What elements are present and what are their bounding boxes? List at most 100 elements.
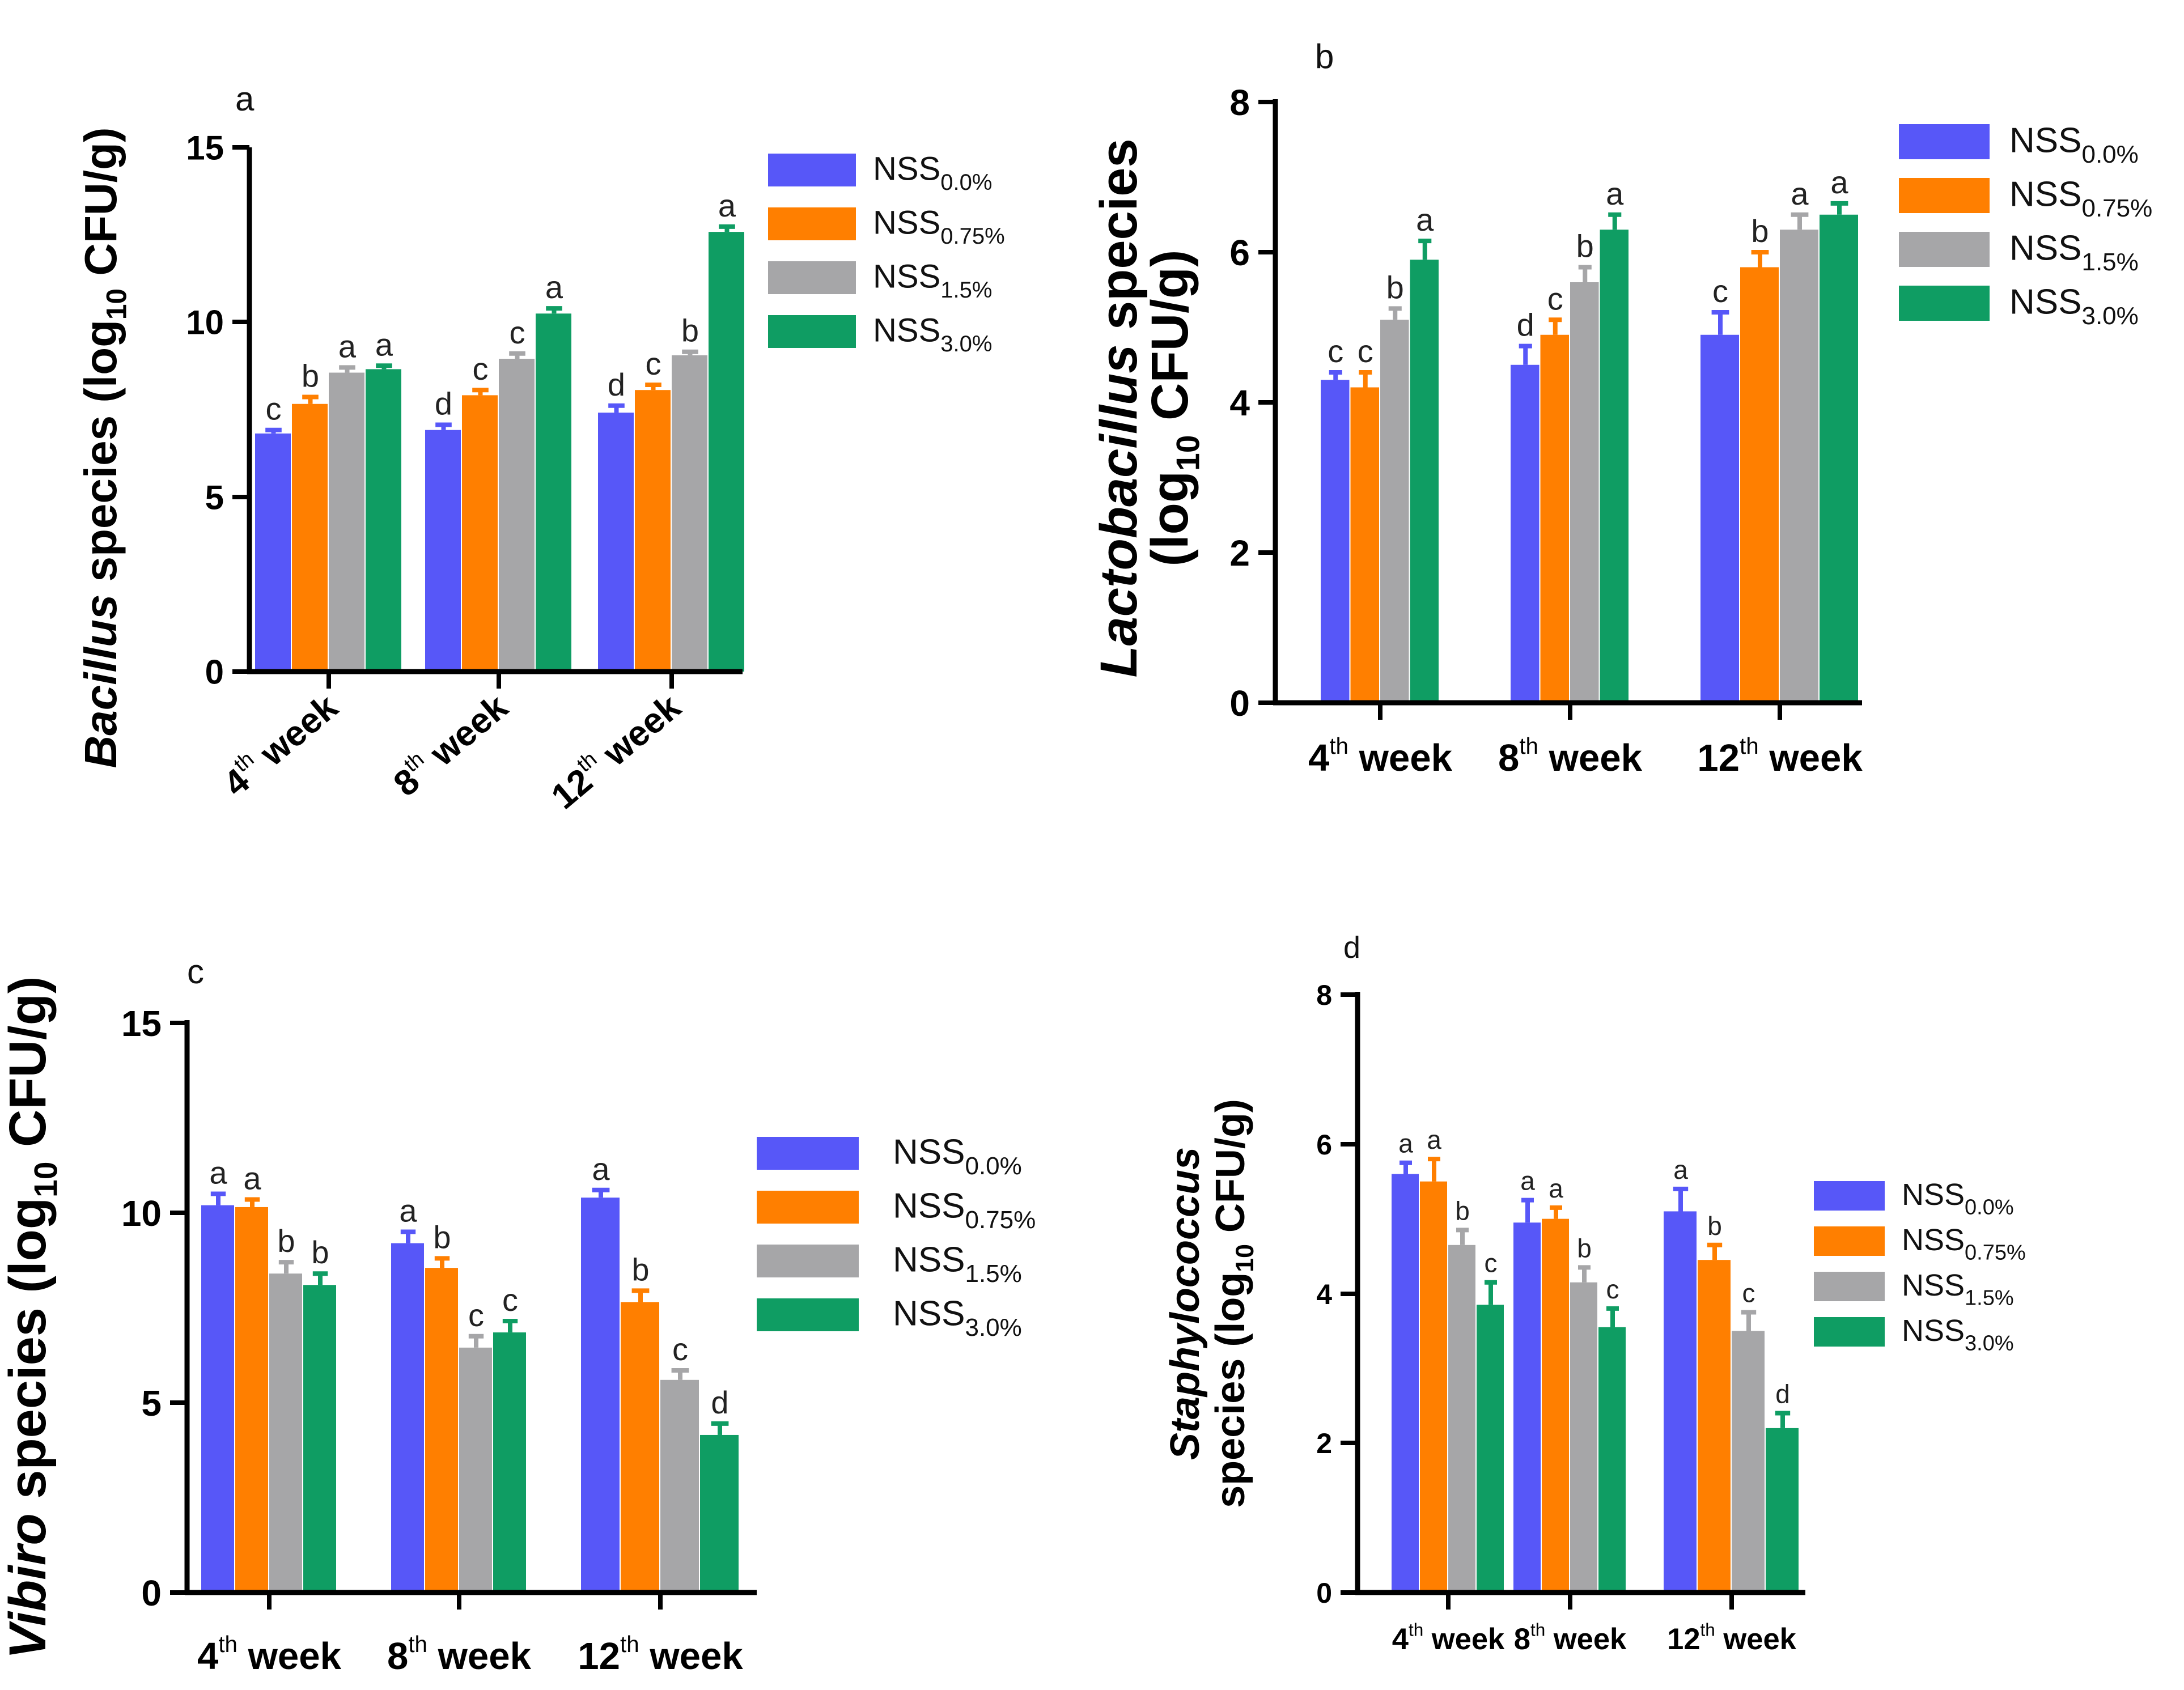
- panel-b-category-label: 12th week: [1697, 733, 1863, 779]
- panel-a-bar: [292, 404, 328, 672]
- panel-b-bar: [1540, 334, 1569, 703]
- panel-b-significance-letter: d: [1517, 307, 1534, 343]
- panel-d-significance-letter: b: [1707, 1211, 1722, 1241]
- panel-d-significance-letter: a: [1520, 1166, 1535, 1196]
- panel-c-legend-swatch: [757, 1298, 859, 1331]
- panel-b-significance-letter: b: [1386, 269, 1404, 305]
- panel-a-y-axis-title: Bacillus species (log10 CFU/g): [75, 128, 133, 768]
- panel-d-bar: [1732, 1331, 1765, 1593]
- panel-d-significance-letter: a: [1427, 1125, 1441, 1154]
- panel-b-category-label: 8th week: [1498, 733, 1643, 779]
- panel-c-significance-letter: a: [592, 1151, 610, 1187]
- panel-a-legend-entry: NSS3.0%: [873, 312, 992, 356]
- panel-b-y-tick-label: 6: [1229, 232, 1250, 273]
- panel-d-significance-letter: a: [1549, 1174, 1563, 1203]
- panel-b-category-label: 4th week: [1308, 733, 1453, 779]
- panel-d-legend-swatch: [1814, 1272, 1885, 1301]
- panel-c-bar: [391, 1243, 424, 1593]
- panel-b-legend-swatch: [1899, 232, 1990, 267]
- panel-b-legend-entry: NSS0.75%: [2009, 175, 2152, 223]
- panel-b-legend-entry: NSS1.5%: [2009, 229, 2139, 277]
- panel-c-significance-letter: a: [209, 1155, 227, 1191]
- panel-c-legend-entry: NSS0.0%: [893, 1133, 1022, 1181]
- panel-c-legend-entry: NSS1.5%: [893, 1241, 1022, 1288]
- panel-c-legend-entry: NSS0.75%: [893, 1187, 1036, 1234]
- panel-b-legend-swatch: [1899, 286, 1990, 321]
- panel-d-category-label: 4th week: [1392, 1619, 1505, 1656]
- panel-c-bar: [581, 1198, 620, 1593]
- panel-b-legend-swatch: [1899, 178, 1990, 213]
- panel-b-bar: [1600, 230, 1629, 703]
- panel-c-significance-letter: c: [468, 1297, 484, 1333]
- panel-a-significance-letter: b: [302, 358, 319, 393]
- panel-a-legend-entry: NSS0.75%: [873, 204, 1005, 248]
- panel-c-y-tick-label: 15: [121, 1003, 162, 1044]
- panel-d-bar: [1598, 1327, 1626, 1593]
- panel-c-bar: [660, 1379, 699, 1593]
- panel-a-legend-swatch: [768, 261, 856, 294]
- panel-d-bar: [1542, 1218, 1569, 1593]
- panel-c-y-axis-title: Vibiro species (log10 CFU/g): [0, 976, 64, 1659]
- panel-a-bar: [462, 395, 498, 672]
- panel-b-legend-entry: NSS0.0%: [2009, 121, 2139, 169]
- panel-a-y-tick-label: 10: [186, 304, 224, 342]
- panel-c-significance-letter: a: [243, 1161, 261, 1196]
- panel-c-label: c: [187, 953, 204, 991]
- panel-a-legend-swatch: [768, 315, 856, 348]
- panel-a-bar: [598, 413, 634, 672]
- panel-c-bar: [425, 1268, 458, 1593]
- panel-c-significance-letter: b: [277, 1223, 295, 1259]
- panel-d-bar: [1477, 1305, 1504, 1593]
- panel-d-y-axis-title-line2: species (log10 CFU/g): [1208, 1099, 1259, 1508]
- panel-b-legend-entry: NSS3.0%: [2009, 283, 2139, 330]
- panel-b-significance-letter: b: [1576, 228, 1594, 264]
- panel-b-bar: [1570, 282, 1599, 703]
- panel-b-significance-letter: c: [1328, 333, 1343, 369]
- panel-d-category-label: 8th week: [1514, 1619, 1627, 1656]
- panel-d-significance-letter: c: [1606, 1275, 1619, 1304]
- panel-c-bar: [621, 1302, 659, 1593]
- panel-c-bar: [303, 1285, 336, 1593]
- panel-a-bar: [536, 313, 571, 672]
- panel-c-significance-letter: c: [672, 1331, 688, 1367]
- panel-b-bar: [1380, 320, 1409, 703]
- panel-a-bar: [499, 359, 535, 672]
- panel-b-significance-letter: b: [1751, 213, 1769, 249]
- panel-d-significance-letter: a: [1398, 1129, 1413, 1158]
- panel-d-significance-letter: d: [1775, 1379, 1790, 1409]
- panel-d-legend-swatch: [1814, 1181, 1885, 1211]
- panel-d-legend-entry: NSS0.75%: [1902, 1223, 2026, 1264]
- panel-a-legend-swatch: [768, 154, 856, 186]
- panel-a-significance-letter: c: [646, 346, 661, 381]
- panel-c-bar: [201, 1205, 234, 1593]
- panel-a-legend-entry: NSS0.0%: [873, 150, 992, 194]
- panel-b-bar: [1780, 230, 1818, 703]
- panel-d-legend-swatch: [1814, 1226, 1885, 1256]
- panel-d-legend-swatch: [1814, 1317, 1885, 1347]
- panel-a-y-tick-label: 5: [205, 479, 224, 517]
- panel-d-bar: [1448, 1245, 1475, 1593]
- panel-c-significance-letter: a: [399, 1193, 417, 1229]
- panel-a-bar: [709, 232, 744, 672]
- panel-b-significance-letter: a: [1791, 176, 1809, 211]
- panel-a-bar: [255, 433, 291, 672]
- panel-a-significance-letter: b: [681, 313, 699, 349]
- panel-c-category-label: 8th week: [387, 1631, 532, 1678]
- panel-b-significance-letter: a: [1830, 164, 1848, 200]
- panel-d-significance-letter: b: [1577, 1233, 1592, 1263]
- panel-c-legend-swatch: [757, 1245, 859, 1277]
- panel-c-bar: [493, 1332, 526, 1593]
- panel-d-bar: [1766, 1428, 1799, 1593]
- panel-b-bar: [1511, 364, 1540, 703]
- panel-a-bar: [329, 372, 364, 672]
- panel-b-bar: [1410, 260, 1439, 703]
- panel-c-significance-letter: b: [433, 1219, 451, 1255]
- panel-a-y-tick-label: 15: [186, 129, 224, 167]
- panel-d-bar: [1513, 1222, 1541, 1593]
- panel-c-bar: [700, 1434, 739, 1593]
- panel-d-bar: [1420, 1181, 1447, 1593]
- panel-c-y-tick-label: 0: [141, 1573, 162, 1613]
- panel-d-bar: [1698, 1260, 1731, 1593]
